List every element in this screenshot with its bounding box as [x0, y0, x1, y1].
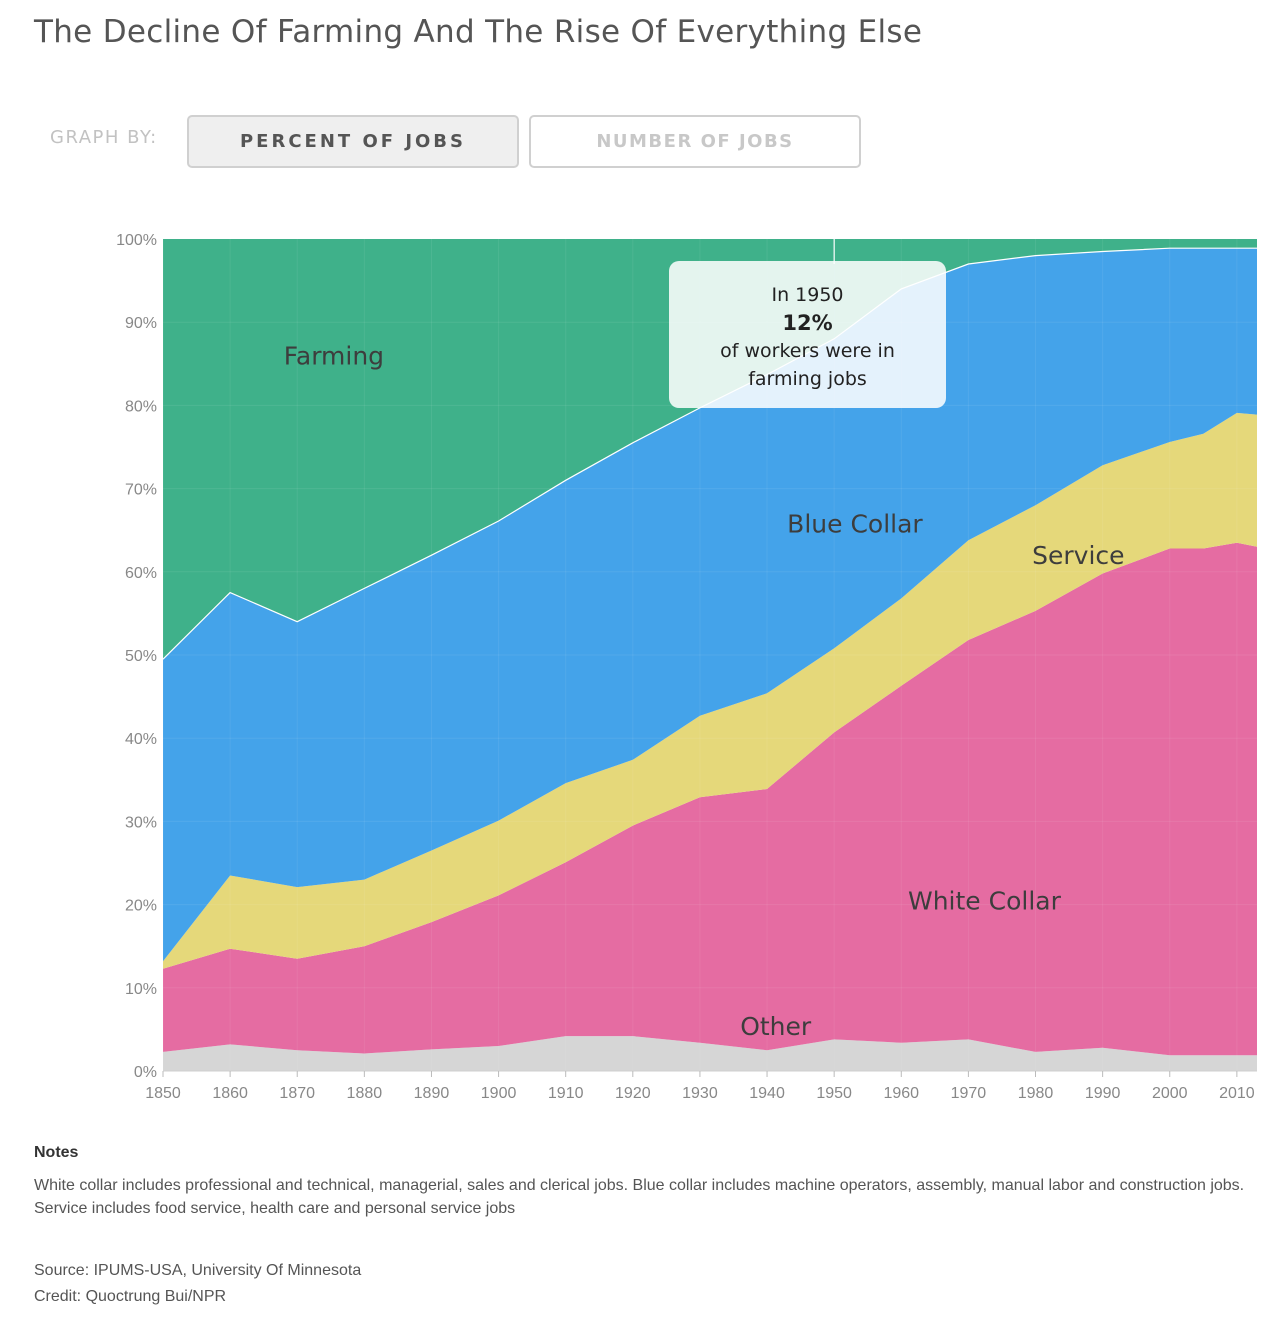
- x-tick-label: 1870: [279, 1085, 315, 1102]
- y-tick-label: 100%: [116, 232, 157, 249]
- y-tick-label: 60%: [125, 565, 157, 582]
- area-label-farming: Farming: [284, 341, 384, 370]
- notes-heading: Notes: [34, 1144, 79, 1161]
- x-tick-label: 1920: [615, 1085, 651, 1102]
- area-label-blue-collar: Blue Collar: [787, 510, 923, 539]
- x-tick-label: 1910: [548, 1085, 584, 1102]
- callout-text-1: of workers were in: [720, 340, 895, 362]
- page-title: The Decline Of Farming And The Rise Of E…: [34, 14, 923, 50]
- percent-of-jobs-button[interactable]: PERCENT OF JOBS: [187, 115, 519, 168]
- x-tick-label: 2010: [1219, 1085, 1255, 1102]
- chart-areas: [163, 239, 1257, 1071]
- x-tick-label: 1850: [145, 1085, 181, 1102]
- y-tick-label: 40%: [125, 731, 157, 748]
- y-tick-label: 90%: [125, 315, 157, 332]
- x-tick-label: 1890: [414, 1085, 450, 1102]
- y-tick-label: 80%: [125, 398, 157, 415]
- notes-section: Notes White collar includes professional…: [34, 1144, 1254, 1220]
- source-block: Source: IPUMS-USA, University Of Minneso…: [34, 1258, 361, 1310]
- y-axis: 0% 10% 20% 30% 40% 50% 60% 70% 80% 90% 100%: [116, 232, 157, 1081]
- number-of-jobs-button[interactable]: NUMBER OF JOBS: [529, 115, 861, 168]
- area-service: [163, 412, 1257, 969]
- callout-year: In 1950: [771, 284, 844, 306]
- x-tick-label: 2000: [1152, 1085, 1188, 1102]
- callout-tooltip: In 1950 12% of workers were in farming j…: [669, 261, 946, 408]
- x-tick-label: 1980: [1018, 1085, 1054, 1102]
- x-tick-label: 1940: [749, 1085, 785, 1102]
- y-tick-label: 50%: [125, 648, 157, 665]
- y-tick-label: 30%: [125, 814, 157, 831]
- y-tick-label: 10%: [125, 981, 157, 998]
- x-tick-label: 1990: [1085, 1085, 1121, 1102]
- area-other: [163, 1036, 1257, 1071]
- y-tick-label: 70%: [125, 482, 157, 499]
- callout-text-2: farming jobs: [748, 368, 867, 390]
- area-label-other: Other: [740, 1012, 812, 1041]
- x-tick-label: 1880: [347, 1085, 383, 1102]
- x-tick-label: 1860: [212, 1085, 248, 1102]
- notes-text: White collar includes professional and t…: [34, 1177, 1245, 1217]
- area-farming: [163, 239, 1257, 660]
- y-tick-label: 0%: [134, 1064, 157, 1081]
- credit-text: Credit: Quoctrung Bui/NPR: [34, 1288, 227, 1305]
- area-label-white-collar: White Collar: [908, 886, 1062, 915]
- area-labels: Farming Blue Collar Service White Collar Oth…: [284, 341, 1125, 1041]
- area-blue-collar: [163, 248, 1257, 962]
- x-tick-label: 1900: [481, 1085, 517, 1102]
- x-tick-label: 1930: [682, 1085, 718, 1102]
- source-text: Source: IPUMS-USA, University Of Minneso…: [34, 1262, 362, 1279]
- stacked-area-chart: 0%10%20%30%40%50%60%70%80%90%100% 1850 18…: [116, 232, 1257, 1102]
- area-label-service: Service: [1032, 541, 1124, 570]
- x-tick-label: 1950: [816, 1085, 852, 1102]
- x-tick-label: 1960: [883, 1085, 919, 1102]
- y-tick-label: 20%: [125, 898, 157, 915]
- area-white-collar: [163, 542, 1257, 1056]
- x-tick-label: 1970: [951, 1085, 987, 1102]
- graph-by-label: GRAPH BY:: [50, 127, 158, 148]
- x-axis: 1850 1860 1870 1880 1890 1900 1910 1920 1930 1940…: [145, 1070, 1257, 1102]
- callout-value: 12%: [782, 311, 833, 335]
